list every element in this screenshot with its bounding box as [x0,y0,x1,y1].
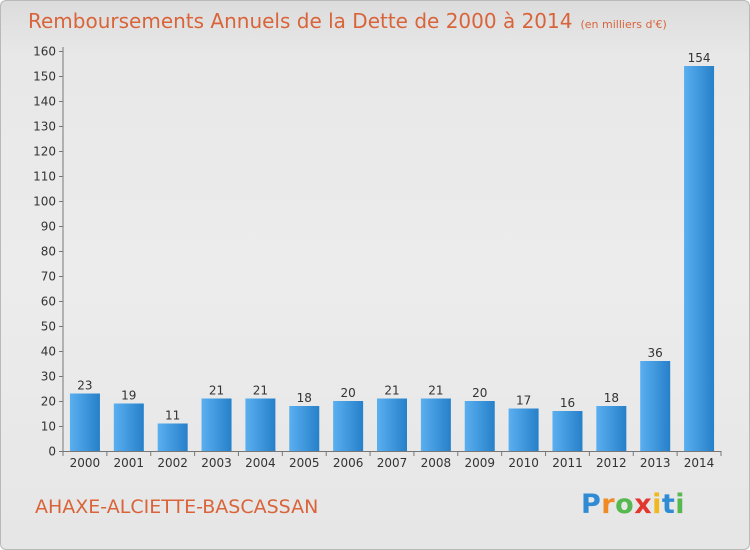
x-tick-label: 2001 [114,456,145,470]
bar-value-label: 23 [77,379,92,393]
y-tick-label: 150 [33,70,56,84]
bar-value-label: 20 [472,386,487,400]
x-tick-label: 2013 [640,456,671,470]
y-tick-label: 50 [41,320,56,334]
y-tick-label: 60 [41,295,56,309]
bar-2014 [684,66,715,451]
bar-2007 [377,398,407,451]
y-tick-label: 20 [41,395,56,409]
bar-value-label: 18 [604,391,619,405]
x-axis: 2000 2001 2002 2003 2004 2005 2006 2007 2008 2009… [62,451,722,470]
chart-title: Remboursements Annuels de la Dette de 20… [28,9,667,33]
bar-2003 [201,398,232,451]
bars: 23 19 11 21 21 18 20 21 21 20 17 16 18 36 154 [69,51,715,451]
x-tick-label: 2009 [464,456,495,470]
bar-value-label: 17 [516,394,531,408]
y-tick-label: 0 [48,445,56,459]
y-tick-label: 100 [33,195,56,209]
x-tick-label: 2004 [245,456,276,470]
y-tick-label: 140 [33,95,56,109]
x-tick-label: 2005 [289,456,320,470]
y-axis: 0 10 20 30 40 50 60 70 80 90 100 110 120 130 140 150 160 [33,45,64,459]
unit-label: (en milliers d'€) [580,18,667,31]
x-tick-label: 2003 [201,456,232,470]
x-tick-label: 2006 [333,456,364,470]
bar-value-label: 21 [253,384,268,398]
logo-letter: r [601,489,616,520]
bar-value-label: 11 [165,409,180,423]
title-text: Remboursements Annuels de la Dette de 20… [28,9,573,33]
bar-2001 [113,403,144,451]
y-tick-label: 70 [41,270,56,284]
bar-2005 [289,406,320,451]
bar-value-label: 20 [340,386,355,400]
bar-value-label: 18 [297,391,312,405]
bar-value-label: 154 [688,51,711,65]
y-tick-label: 80 [41,245,56,259]
bar-value-label: 21 [209,384,224,398]
y-tick-label: 30 [41,370,56,384]
x-tick-label: 2000 [70,456,101,470]
y-tick-label: 130 [33,120,56,134]
bar-2002 [157,423,188,451]
y-tick-label: 160 [33,45,56,59]
bar-2011 [552,411,583,451]
bar-2010 [508,408,539,451]
logo-letter: i [675,489,686,520]
bar-2004 [245,398,276,451]
y-tick-label: 110 [33,170,56,184]
bar-value-label: 36 [648,346,663,360]
x-tick-label: 2002 [157,456,188,470]
y-tick-label: 90 [41,220,56,234]
bar-2000 [69,393,100,451]
commune-name: AHAXE-ALCIETTE-BASCASSAN [35,496,319,518]
x-tick-label: 2014 [684,456,715,470]
x-tick-label: 2011 [552,456,583,470]
bar-2006 [333,401,364,451]
y-tick-label: 40 [41,345,56,359]
bar-value-label: 16 [560,396,575,410]
y-tick-label: 10 [41,420,56,434]
logo-letter: o [615,489,635,520]
bar-2012 [596,406,627,451]
x-tick-label: 2012 [596,456,627,470]
y-tick-label: 120 [33,145,56,159]
x-tick-label: 2010 [508,456,539,470]
bar-2009 [464,401,495,451]
bar-2013 [640,361,671,451]
bar-2008 [420,398,451,451]
bar-value-label: 21 [428,384,443,398]
bar-value-label: 21 [384,384,399,398]
logo-letter: x [634,489,653,520]
x-tick-label: 2008 [421,456,452,470]
proxiti-logo[interactable]: Proxiti [581,489,685,520]
logo-letter: t [661,489,676,520]
logo-letter: i [652,489,662,520]
bar-value-label: 19 [121,389,136,403]
x-tick-label: 2007 [377,456,408,470]
logo-letter: P [581,489,602,520]
